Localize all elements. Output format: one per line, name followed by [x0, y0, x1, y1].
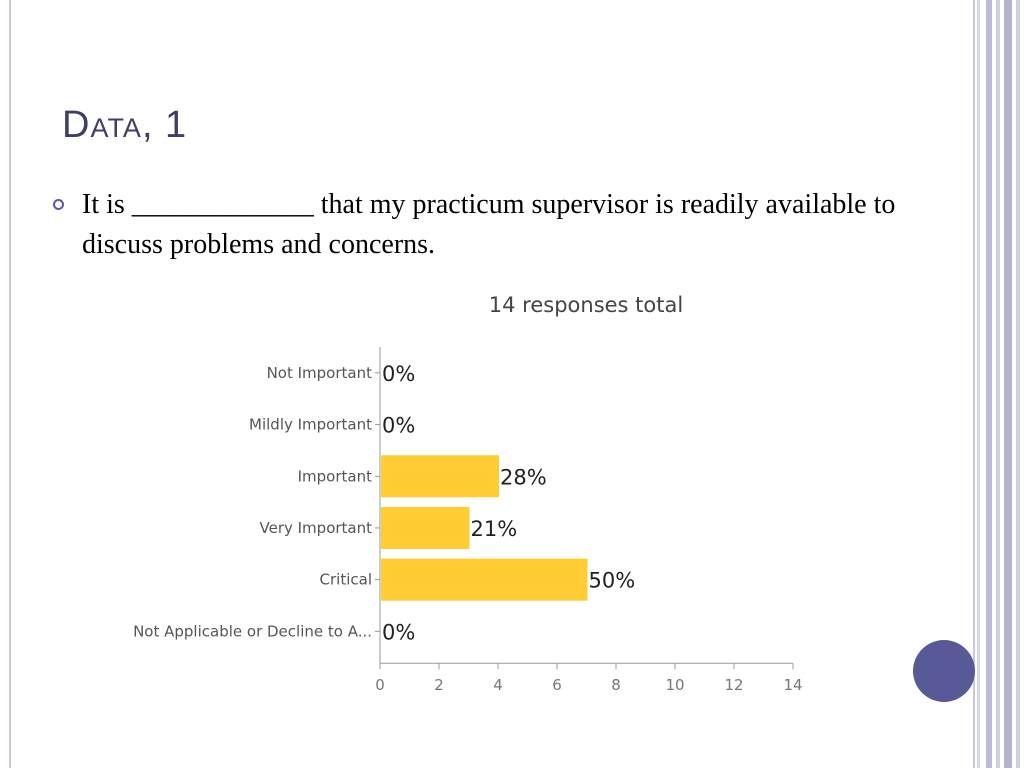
category-label: Important: [298, 467, 372, 485]
value-label: 0%: [382, 414, 415, 438]
x-tick-label: 0: [375, 676, 385, 694]
category-label: Not Applicable or Decline to A...: [133, 622, 372, 640]
category-label: Very Important: [260, 519, 373, 537]
x-tick-label: 4: [493, 676, 503, 694]
decorative-rail: [1004, 0, 1012, 768]
bar: [381, 558, 588, 601]
x-tick-label: 6: [552, 676, 562, 694]
x-tick-label: 10: [665, 676, 684, 694]
x-tick-label: 8: [611, 676, 621, 694]
value-label: 0%: [382, 362, 415, 386]
x-tick-label: 14: [783, 676, 802, 694]
category-label: Not Important: [267, 364, 373, 382]
value-label: 28%: [500, 465, 547, 489]
decorative-rail: [1016, 0, 1020, 768]
x-tick-label: 12: [724, 676, 743, 694]
decorative-rail: [986, 0, 992, 768]
x-tick-label: 2: [434, 676, 444, 694]
chart-title: 14 responses total: [489, 293, 683, 317]
slide-title: Data, 1: [62, 104, 188, 146]
category-label: Mildly Important: [249, 416, 372, 434]
decorative-rail: [977, 0, 980, 768]
bullet-text: It is _____________ that my practicum su…: [82, 189, 896, 260]
value-label: 0%: [382, 620, 415, 644]
axes-group: Not Important Mildly Important Important Ve…: [133, 347, 803, 694]
value-label: 21%: [471, 517, 518, 541]
value-label: 50%: [589, 569, 636, 593]
bar: [381, 506, 470, 549]
decorative-rail: [996, 0, 1000, 768]
bar: [381, 455, 499, 498]
accent-circle: [913, 640, 975, 702]
slide-frame: [9, 0, 975, 768]
bullet-circle-icon: [53, 199, 64, 210]
category-label: Critical: [320, 571, 372, 589]
bar-chart: 14 responses total 0% 0% 28% 21% 50% 0% Not I…: [133, 293, 803, 694]
bars-group: 0% 0% 28% 21% 50% 0%: [381, 362, 635, 644]
